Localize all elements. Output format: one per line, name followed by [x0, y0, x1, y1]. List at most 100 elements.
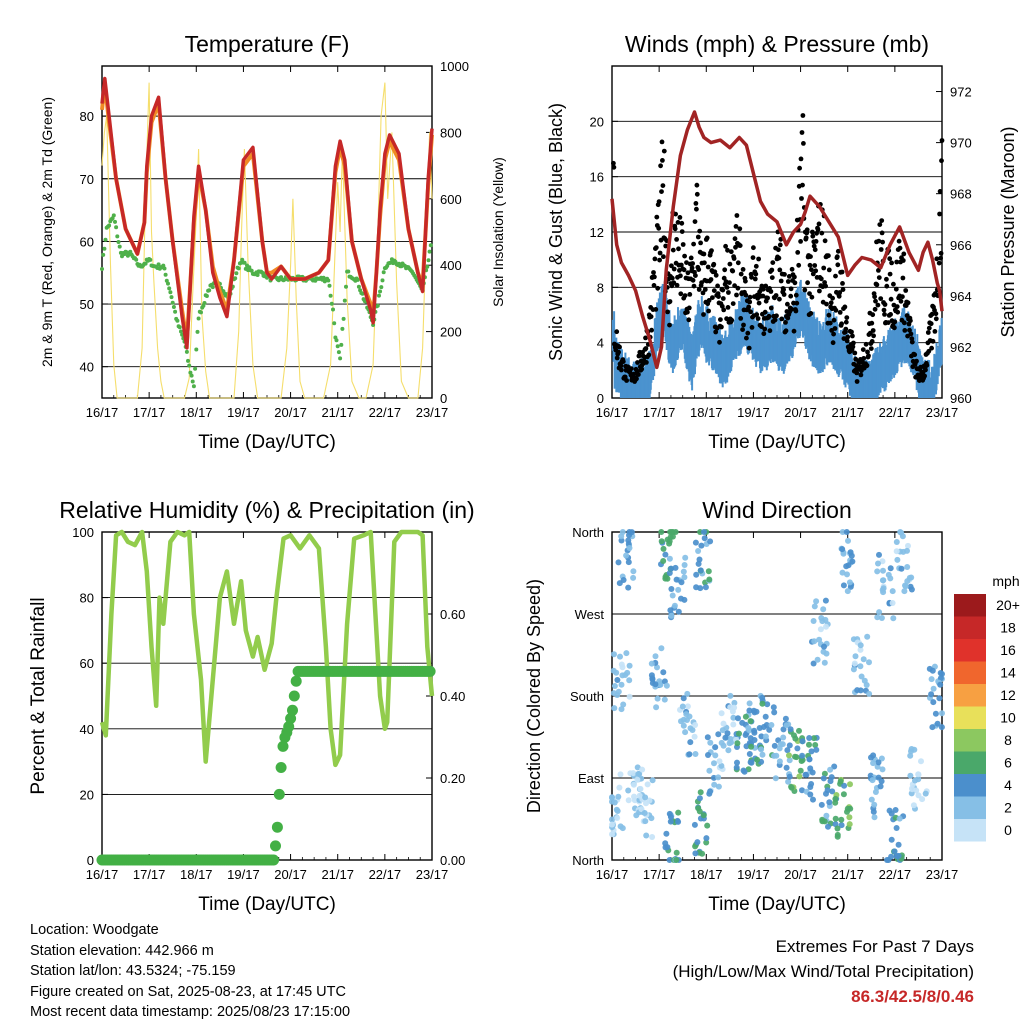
direction-point	[735, 715, 741, 722]
direction-point	[811, 603, 818, 610]
direction-point	[663, 830, 670, 837]
gust-point	[808, 254, 813, 259]
direction-point	[693, 571, 700, 578]
gust-point	[715, 283, 720, 289]
gust-point	[924, 362, 930, 368]
colorbar-label: 20+	[996, 597, 1020, 613]
direction-point	[671, 602, 678, 609]
gust-point	[929, 345, 934, 351]
direction-xtick-label: 20/17	[784, 867, 817, 882]
direction-point	[745, 725, 752, 731]
direction-point	[609, 821, 615, 828]
direction-point	[894, 556, 901, 563]
dewpoint-point	[338, 356, 343, 361]
gust-point	[624, 378, 629, 383]
direction-point	[939, 710, 945, 717]
gust-point	[937, 189, 943, 194]
temperature-xtick-label: 18/17	[180, 405, 213, 420]
gust-point	[685, 309, 690, 315]
colorbar-label: 18	[1000, 620, 1016, 636]
station-elevation: Station elevation: 442.966 m	[30, 942, 214, 959]
direction-point	[664, 536, 671, 543]
dewpoint-point	[378, 289, 383, 294]
direction-point	[711, 760, 717, 767]
gust-point	[734, 292, 739, 298]
dewpoint-point	[134, 257, 139, 262]
direction-point	[895, 852, 902, 859]
direction-point	[796, 773, 803, 780]
direction-point	[874, 614, 881, 621]
extremes-panel: Extremes For Past 7 Days (High/Low/Max W…	[673, 934, 974, 1009]
direction-point	[635, 771, 642, 777]
direction-point	[907, 752, 914, 759]
direction-point	[929, 724, 936, 731]
temperature-xtick-label: 20/17	[274, 405, 307, 420]
direction-point	[630, 574, 637, 581]
direction-point	[839, 546, 846, 553]
gust-point	[663, 243, 669, 249]
gust-point	[655, 285, 661, 291]
dewpoint-point	[163, 272, 168, 277]
dewpoint-point	[148, 257, 153, 262]
gust-point	[905, 300, 911, 306]
direction-point	[776, 758, 783, 765]
temperature-y2tick-label: 200	[440, 325, 462, 340]
direction-point	[825, 823, 831, 830]
direction-point	[746, 707, 753, 714]
gust-point	[877, 222, 883, 228]
temperature-ytick-label: 70	[80, 172, 94, 187]
direction-point	[771, 709, 778, 716]
direction-point	[826, 799, 833, 806]
gust-point	[897, 245, 903, 251]
humidity-xtick-label: 23/17	[416, 867, 449, 882]
colorbar-label: 6	[1004, 755, 1012, 771]
dewpoint-point	[356, 284, 361, 289]
dewpoint-point	[113, 219, 117, 224]
gust-point	[735, 285, 741, 291]
gust-point	[728, 249, 734, 255]
gust-point	[768, 289, 774, 294]
gust-point	[678, 262, 684, 268]
gust-point	[766, 313, 772, 319]
dewpoint-point	[156, 262, 161, 267]
gust-point	[805, 280, 810, 286]
dewpoint-point	[162, 266, 167, 271]
gust-point	[768, 305, 774, 311]
direction-point	[786, 752, 792, 759]
direction-point	[820, 606, 827, 613]
gust-point	[804, 227, 810, 233]
direction-point	[788, 784, 795, 791]
direction-point	[668, 529, 675, 535]
direction-point	[630, 568, 637, 575]
temperature-y2tick-label: 1000	[440, 59, 469, 74]
dewpoint-point	[340, 326, 345, 331]
gust-point	[732, 236, 738, 242]
direction-point	[699, 850, 706, 857]
direction-point	[712, 744, 719, 751]
direction-point	[906, 574, 913, 581]
direction-point	[613, 806, 620, 813]
dewpoint-point	[426, 258, 431, 263]
direction-point	[823, 790, 829, 797]
direction-point	[727, 692, 734, 699]
gust-point	[674, 237, 679, 242]
gust-point	[828, 300, 834, 306]
direction-point	[827, 766, 834, 773]
gust-point	[799, 196, 804, 201]
direction-point	[734, 759, 740, 766]
humidity-frame	[101, 531, 433, 861]
dewpoint-point	[334, 338, 339, 343]
direction-point	[743, 743, 750, 750]
humidity-xtick-label: 17/17	[133, 867, 166, 882]
direction-point	[904, 547, 910, 554]
gust-point	[789, 306, 794, 312]
dewpoint-point	[210, 285, 215, 290]
direction-point	[711, 781, 718, 788]
direction-point	[705, 568, 712, 575]
dewpoint-point	[102, 246, 107, 251]
direction-point	[822, 597, 829, 604]
gust-point	[810, 233, 816, 239]
gust-point	[754, 312, 760, 317]
direction-point	[618, 533, 625, 540]
direction-point	[904, 564, 911, 570]
